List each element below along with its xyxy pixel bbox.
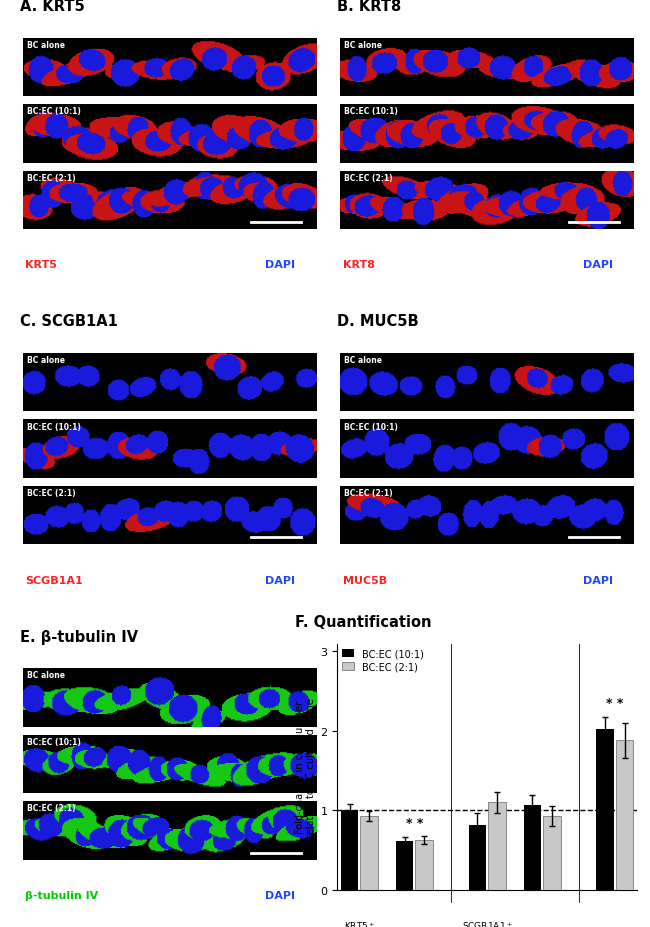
Text: C. SCGB1A1: C. SCGB1A1	[20, 314, 118, 329]
Bar	[396, 841, 413, 890]
Bar	[415, 840, 433, 890]
Bar	[596, 730, 614, 890]
Text: BC:EC (2:1): BC:EC (2:1)	[27, 804, 75, 812]
Text: BC:EC (2:1): BC:EC (2:1)	[27, 173, 75, 183]
Bar	[469, 825, 486, 890]
Text: * *: * *	[406, 816, 423, 829]
Text: BC alone: BC alone	[27, 41, 64, 50]
Text: BC:EC (10:1): BC:EC (10:1)	[344, 422, 398, 431]
Text: BC:EC (2:1): BC:EC (2:1)	[344, 173, 393, 183]
Text: DAPI: DAPI	[583, 260, 613, 270]
Text: KRT5$^+$: KRT5$^+$	[344, 920, 375, 927]
Text: F. Quantification: F. Quantification	[295, 614, 432, 629]
Text: D. MUC5B: D. MUC5B	[337, 314, 419, 329]
Text: BC:EC (10:1): BC:EC (10:1)	[27, 737, 81, 746]
Text: BC alone: BC alone	[27, 670, 64, 679]
Text: BC alone: BC alone	[344, 356, 382, 364]
Text: DAPI: DAPI	[265, 575, 295, 585]
Text: KRT5: KRT5	[25, 260, 57, 270]
Bar	[523, 805, 541, 890]
Text: β-tubulin IV: β-tubulin IV	[25, 890, 99, 900]
Text: DAPI: DAPI	[265, 260, 295, 270]
Bar	[341, 810, 358, 890]
Text: $\beta$-tubulin
IV$^+$: $\beta$-tubulin IV$^+$	[594, 924, 636, 927]
Text: BC:EC (2:1): BC:EC (2:1)	[27, 489, 75, 498]
Text: BC:EC (10:1): BC:EC (10:1)	[27, 422, 81, 431]
Text: * *: * *	[606, 697, 623, 710]
Text: BC alone: BC alone	[344, 41, 382, 50]
Bar	[360, 816, 378, 890]
Legend: BC:EC (10:1), BC:EC (2:1): BC:EC (10:1), BC:EC (2:1)	[342, 649, 423, 671]
Text: DAPI: DAPI	[265, 890, 295, 900]
Text: KRT8: KRT8	[343, 260, 375, 270]
Text: SCGB1A1: SCGB1A1	[25, 575, 83, 585]
Text: E. β-tubulin IV: E. β-tubulin IV	[20, 629, 138, 644]
Text: B. KRT8: B. KRT8	[337, 0, 402, 14]
Text: A. KRT5: A. KRT5	[20, 0, 84, 14]
Text: BC:EC (10:1): BC:EC (10:1)	[344, 108, 398, 116]
Bar	[543, 816, 561, 890]
Text: MUC5B: MUC5B	[343, 575, 387, 585]
Text: BC alone: BC alone	[27, 356, 64, 364]
Y-axis label: Fold-change in cell number
relative to BC cultured alone: Fold-change in cell number relative to B…	[294, 697, 317, 837]
Bar	[488, 803, 506, 890]
Bar	[616, 741, 634, 890]
Text: BC:EC (10:1): BC:EC (10:1)	[27, 108, 81, 116]
Text: SCGB1A1$^+$: SCGB1A1$^+$	[462, 920, 512, 927]
Text: BC:EC (2:1): BC:EC (2:1)	[344, 489, 393, 498]
Text: DAPI: DAPI	[583, 575, 613, 585]
